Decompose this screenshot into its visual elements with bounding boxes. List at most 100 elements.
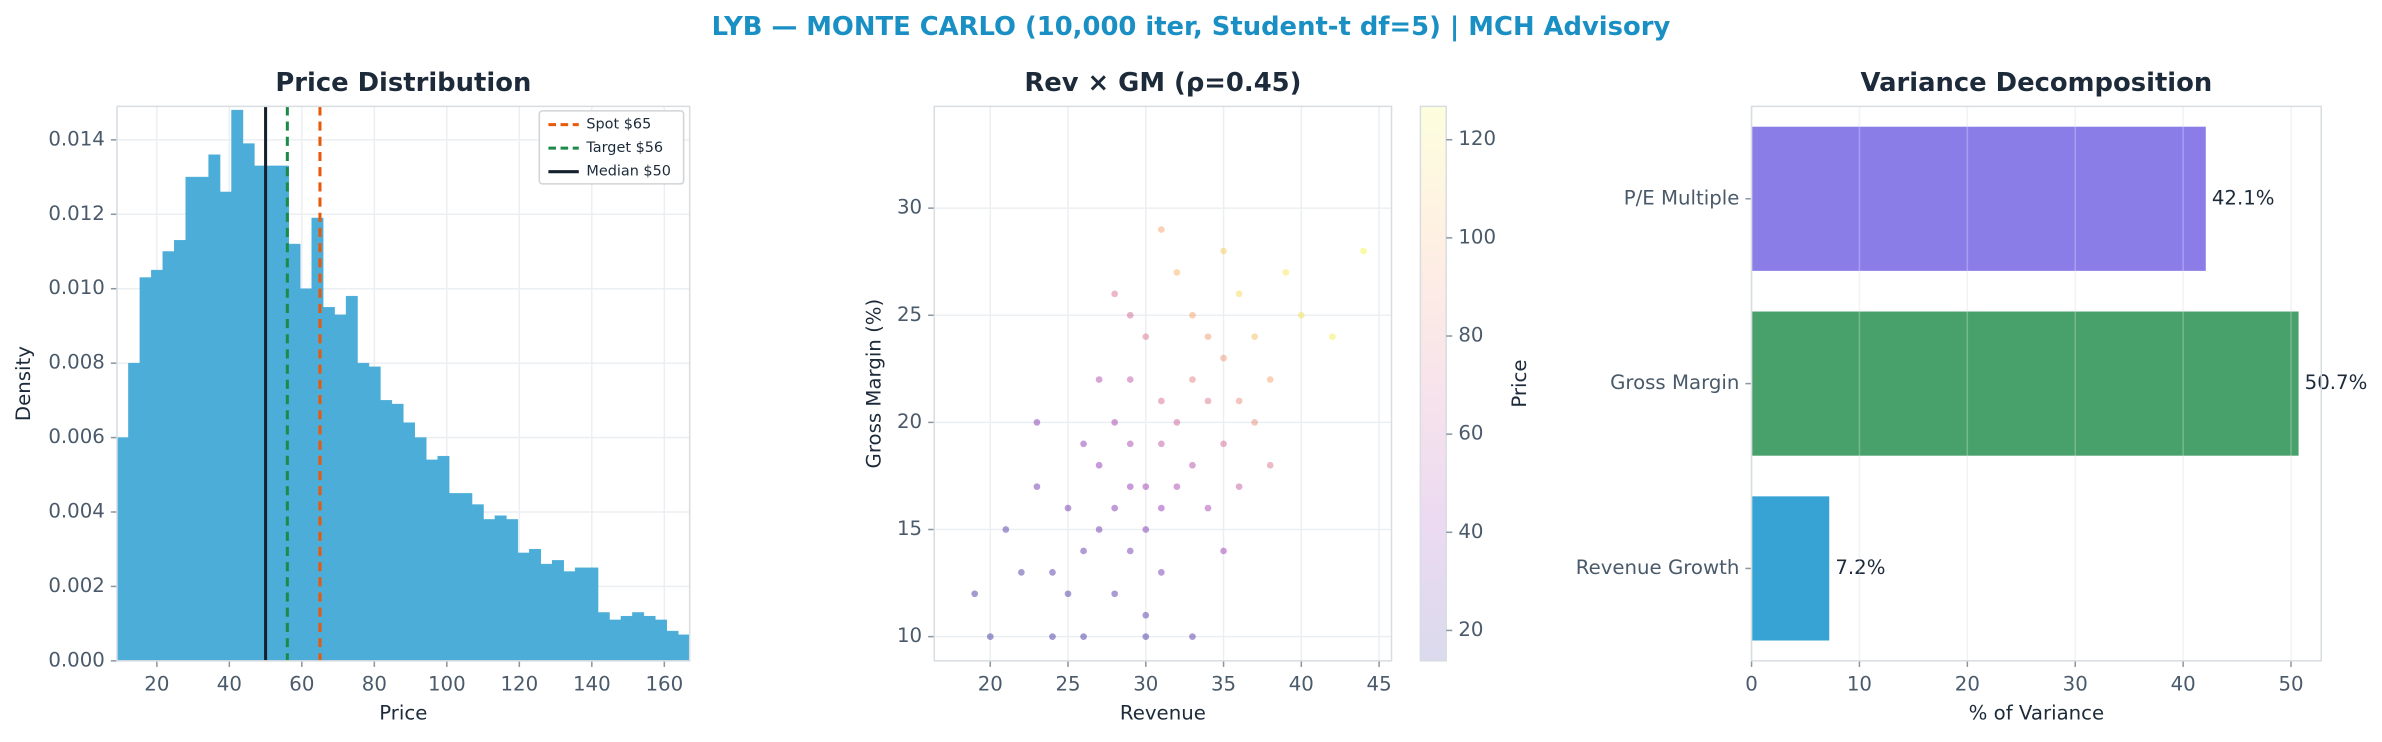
x-tick-label: 0: [1745, 673, 1758, 696]
histogram-bar: [380, 400, 393, 662]
scatter-point: [1189, 376, 1196, 383]
histogram-bar: [174, 240, 186, 662]
scatter-point: [1111, 590, 1119, 598]
x-tick-label: 100: [428, 673, 466, 696]
chart-title: Rev × GM (ρ=0.45): [1024, 68, 1301, 98]
histogram-bar: [632, 612, 645, 662]
colorbar-label: Price: [1508, 360, 1531, 408]
histogram-bar: [506, 519, 519, 662]
histogram-bar: [139, 277, 152, 662]
y-tick-label: 15: [897, 517, 922, 540]
scatter-point: [1033, 419, 1041, 426]
chart-title: Price Distribution: [275, 68, 531, 98]
histogram-bar: [643, 615, 656, 662]
scatter-point: [1064, 590, 1072, 598]
scatter-point: [1189, 311, 1196, 319]
y-tick-label: Gross Margin: [1610, 371, 1739, 394]
figure-title: LYB — MONTE CARLO (10,000 iter, Student-…: [712, 12, 1671, 42]
y-tick-label: P/E Multiple: [1624, 186, 1740, 209]
scatter-point: [1220, 354, 1227, 362]
x-tick-label: 30: [1133, 673, 1158, 696]
scatter-point: [1095, 526, 1103, 533]
histogram-bar: [540, 563, 553, 662]
y-tick-label: 20: [897, 410, 922, 433]
scatter-point: [1266, 461, 1274, 469]
y-tick-label: 10: [897, 624, 922, 647]
histogram-bar: [368, 366, 381, 662]
x-tick-label: 20: [144, 673, 169, 696]
bar: [1751, 496, 1830, 641]
scatter-point: [1173, 483, 1181, 491]
scatter-point: [1111, 504, 1119, 512]
scatter-point: [1235, 397, 1243, 405]
histogram-bar: [231, 109, 244, 662]
scatter-point: [1297, 311, 1305, 319]
x-tick-label: 160: [645, 673, 683, 696]
histogram-bar: [151, 269, 164, 662]
y-tick-label: 25: [897, 303, 922, 326]
histogram-bar: [483, 519, 496, 662]
histogram-bar: [185, 176, 198, 662]
scatter-point: [1220, 440, 1227, 448]
y-axis-label: Density: [12, 346, 35, 421]
x-tick-label: 120: [500, 673, 538, 696]
x-tick-label: 50: [2278, 673, 2303, 696]
histogram-bar: [597, 612, 610, 662]
histogram-bar: [552, 560, 564, 662]
histogram-bar: [655, 619, 668, 662]
scatter-point: [1002, 526, 1010, 533]
scatter-point: [1049, 569, 1056, 576]
histogram-bar: [322, 307, 335, 662]
histogram-bar: [678, 634, 690, 662]
y-tick-label: 30: [897, 196, 922, 219]
value-label: 42.1%: [2212, 186, 2275, 209]
histogram-bar: [609, 619, 622, 662]
scatter-point: [1095, 376, 1103, 383]
y-tick-label: 0.006: [48, 425, 105, 448]
y-tick-label: 0.008: [48, 351, 105, 374]
histogram-bar: [517, 552, 530, 662]
chart-title: Variance Decomposition: [1861, 68, 2213, 98]
scatter-point: [1266, 376, 1274, 383]
y-tick-label: 0.012: [48, 202, 105, 225]
scatter-point: [1189, 461, 1196, 469]
y-tick-label: Revenue Growth: [1576, 556, 1740, 579]
value-label: 50.7%: [2305, 371, 2368, 394]
x-axis-label: Revenue: [1120, 702, 1206, 725]
legend-label: Median $50: [586, 164, 671, 180]
x-tick-label: 40: [217, 673, 242, 696]
histogram-bar: [265, 165, 278, 662]
y-tick-label: 0.004: [48, 499, 105, 522]
histogram-bar: [219, 191, 232, 662]
x-axis-label: % of Variance: [1969, 702, 2105, 725]
histogram-bar: [196, 176, 209, 662]
colorbar: [1419, 105, 1447, 662]
plot-frame: [1750, 105, 2322, 662]
x-tick-label: 20: [978, 673, 1003, 696]
histogram-bar: [162, 251, 175, 662]
bar: [1751, 126, 2206, 271]
histogram-bar: [448, 493, 461, 662]
legend-label: Target $56: [585, 140, 663, 156]
histogram-bar: [529, 548, 542, 662]
scatter-point: [1204, 397, 1212, 405]
histogram-bar: [426, 459, 438, 662]
histogram-bar: [391, 403, 404, 662]
colorbar-tick-label: 100: [1458, 225, 1496, 248]
histogram-bar: [334, 314, 347, 662]
colorbar-tick-label: 20: [1458, 618, 1483, 641]
histogram-bar: [586, 567, 599, 662]
scatter-point: [1126, 483, 1134, 491]
x-tick-label: 140: [573, 673, 611, 696]
scatter-point: [1251, 333, 1259, 341]
scatter-point: [1049, 633, 1056, 640]
histogram-bar: [460, 493, 473, 662]
histogram-bar: [345, 295, 358, 662]
scatter-point: [1157, 440, 1165, 448]
histogram-bar: [403, 422, 416, 662]
scatter-point: [1173, 269, 1181, 276]
bar: [1751, 311, 2299, 456]
scatter-point: [1204, 504, 1212, 512]
histogram-bar: [437, 455, 450, 662]
